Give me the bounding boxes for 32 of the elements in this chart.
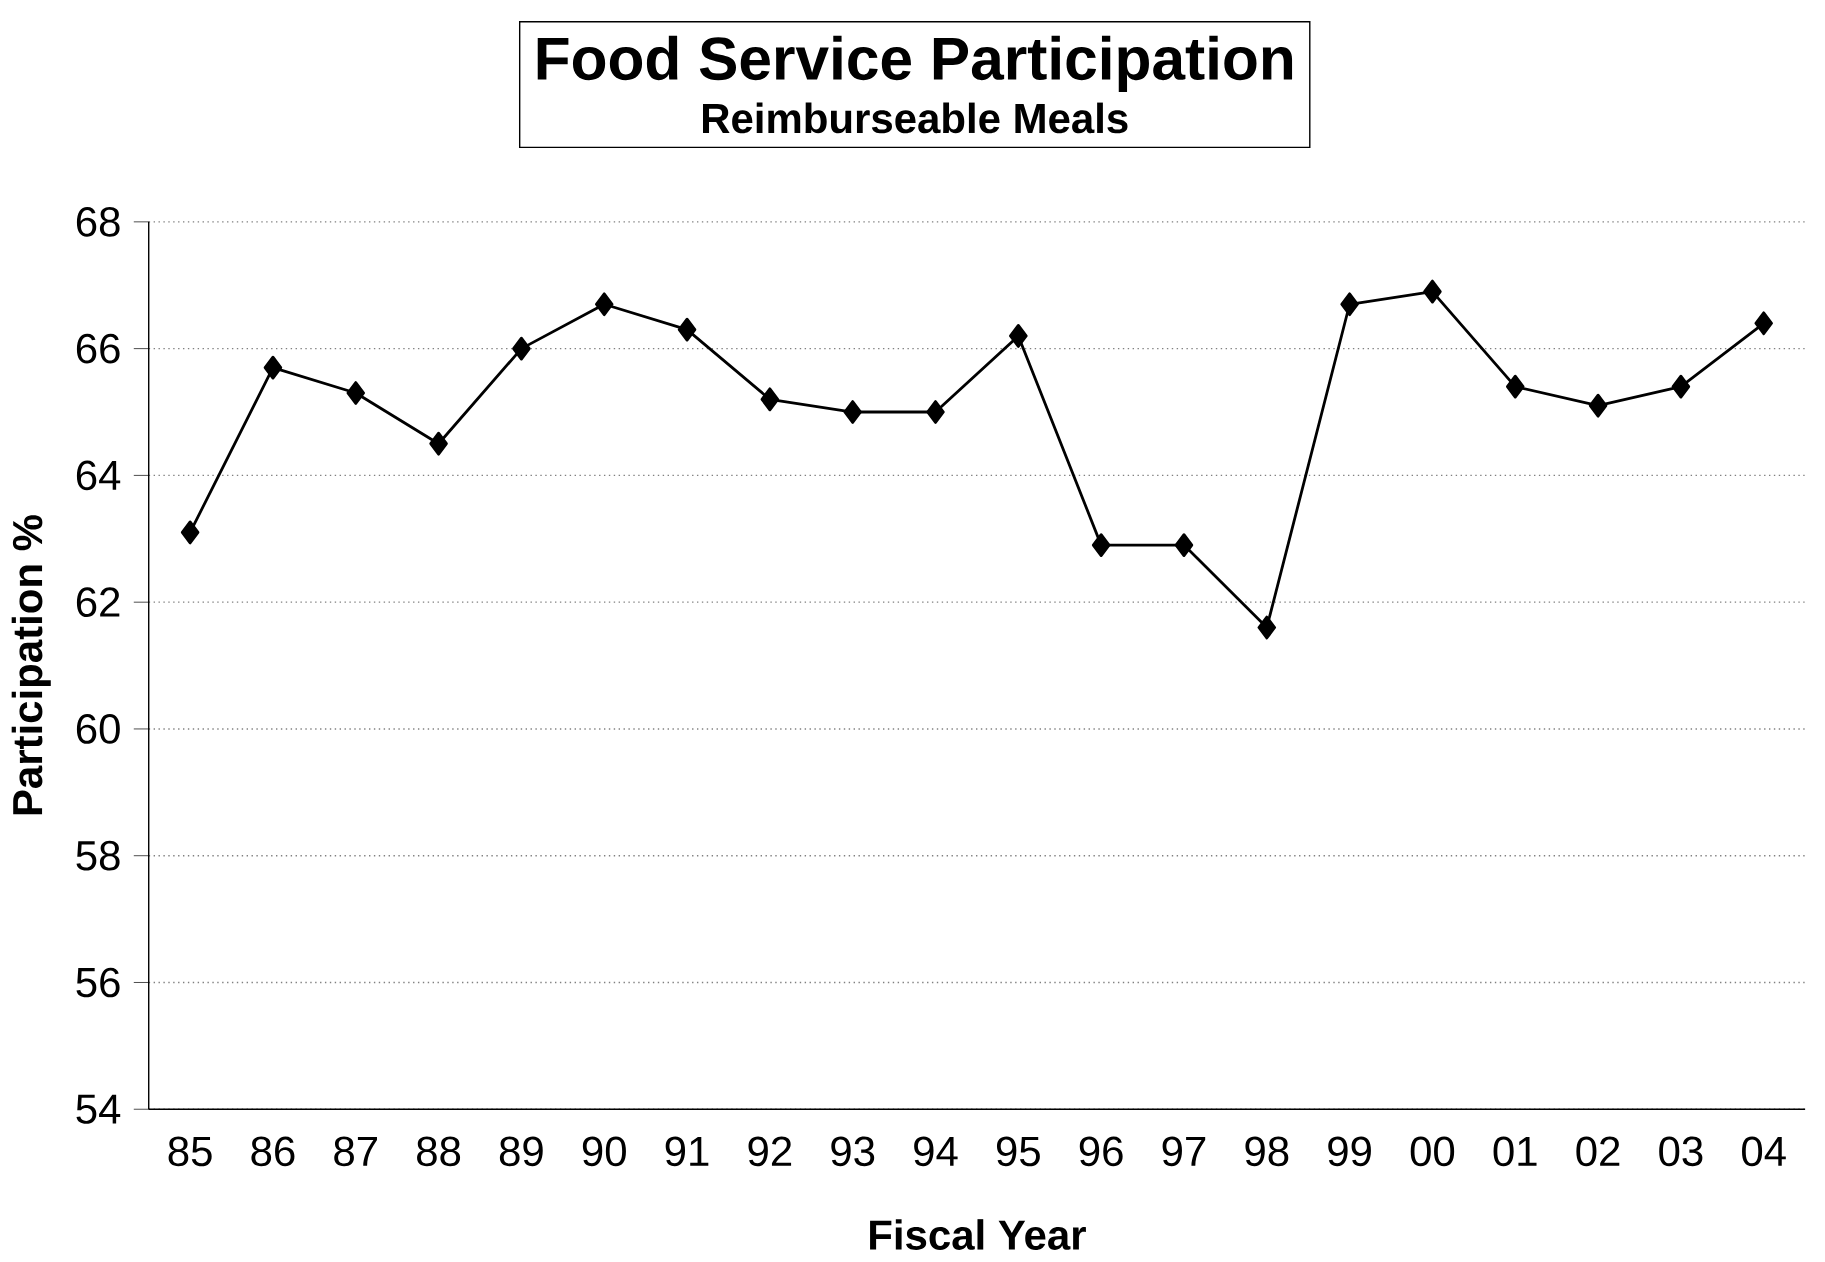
x-axis-title: Fiscal Year [870,1219,1086,1251]
x-tick-label: 86 [251,1136,295,1167]
x-tick-label: 87 [334,1136,377,1167]
y-tick-label: 66 [76,333,120,364]
x-tick-label: 93 [831,1136,875,1167]
y-tick-label: 62 [76,587,120,618]
y-tick-label: 64 [76,460,121,491]
y-tick-label: 56 [76,967,120,998]
x-tick-label: 02 [1576,1136,1620,1167]
x-tick-label: 88 [417,1136,461,1167]
x-tick-label: 91 [665,1136,709,1167]
x-tick-label: 89 [499,1136,543,1167]
chart-title: Food Service Participation [537,35,1293,93]
x-tick-label: 94 [914,1136,958,1167]
x-tick-label: 95 [996,1136,1040,1167]
x-tick-label: 97 [1162,1136,1206,1167]
y-axis-title: Participation % [11,515,51,815]
x-tick-label: 92 [748,1136,792,1167]
y-tick-label: 58 [76,841,120,871]
x-tick-label: 90 [582,1136,626,1167]
chart-subtitle: Reimburseable Meals [703,102,1128,134]
x-tick-label: 98 [1245,1136,1289,1167]
y-tick-label: 54 [76,1094,121,1125]
y-tick-label: 60 [76,714,120,744]
x-tick-label: 00 [1410,1136,1455,1167]
x-tick-label: 04 [1742,1136,1786,1167]
x-tick-label: 01 [1493,1136,1537,1167]
y-tick-label: 68 [76,207,120,237]
x-tick-label: 85 [168,1136,212,1167]
x-tick-label: 03 [1659,1136,1703,1167]
x-tick-label: 96 [1079,1136,1123,1167]
x-tick-label: 99 [1328,1136,1371,1167]
